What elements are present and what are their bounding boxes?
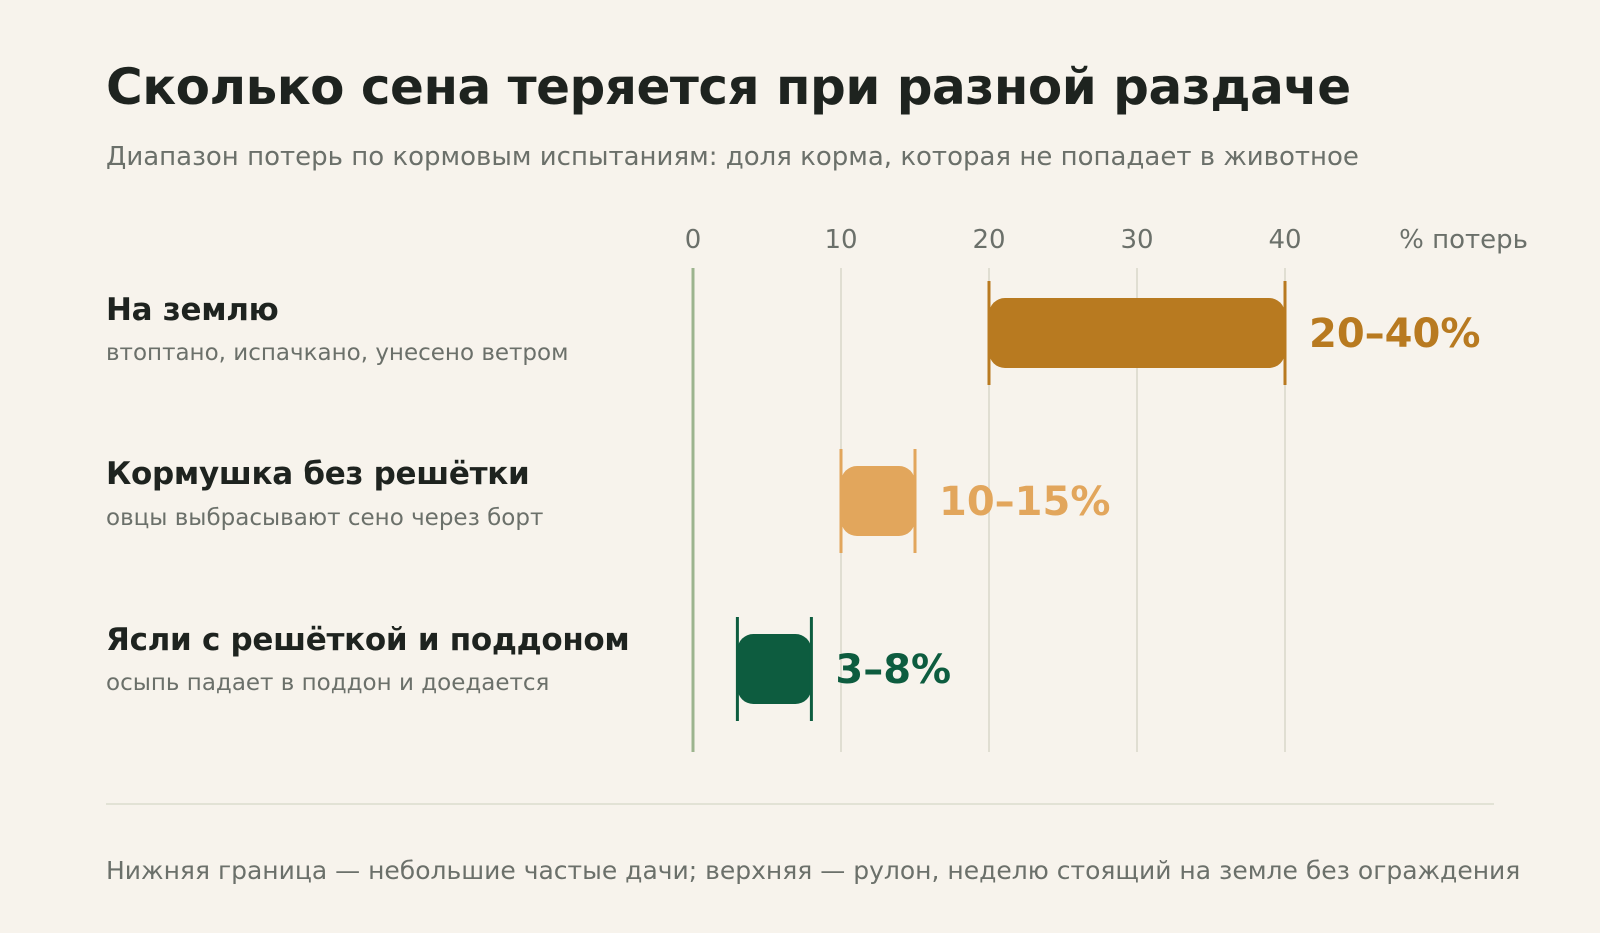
value-label: 3–8% <box>835 647 951 693</box>
row-desc-ground: втоптано, испачкано, унесено ветром <box>106 340 569 366</box>
chart-subtitle: Диапазон потерь по кормовым испытаниям: … <box>106 142 1359 172</box>
x-tick-label: 30 <box>1120 225 1153 255</box>
chart-title: Сколько сена теряется при разной раздаче <box>106 58 1351 116</box>
value-label: 10–15% <box>939 479 1110 525</box>
value-label: 20–40% <box>1309 311 1480 357</box>
row-label-feeder: Кормушка без решётки <box>106 456 530 492</box>
x-tick-label: 20 <box>972 225 1005 255</box>
row-label-ground: На землю <box>106 292 279 328</box>
range-bar <box>841 466 915 536</box>
footnote: Нижняя граница — небольшие частые дачи; … <box>106 856 1521 885</box>
row-label-rack: Ясли с решёткой и поддоном <box>106 622 630 658</box>
divider <box>106 803 1494 805</box>
range-bar <box>989 298 1285 368</box>
x-tick-label: 0 <box>685 225 702 255</box>
x-unit-label: % потерь <box>1399 225 1528 255</box>
x-tick-label: 40 <box>1268 225 1301 255</box>
x-tick-label: 10 <box>824 225 857 255</box>
row-desc-feeder: овцы выбрасывают сено через борт <box>106 505 544 531</box>
row-desc-rack: осыпь падает в поддон и доедается <box>106 670 550 696</box>
range-bar <box>737 634 812 704</box>
